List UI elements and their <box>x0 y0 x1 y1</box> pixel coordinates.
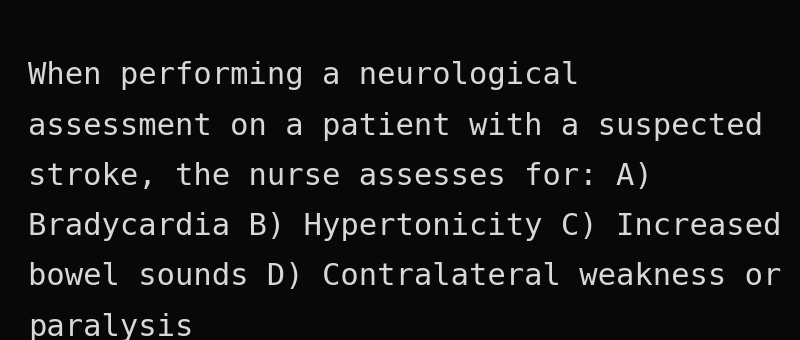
Text: assessment on a patient with a suspected: assessment on a patient with a suspected <box>28 112 763 140</box>
Text: stroke, the nurse assesses for: A): stroke, the nurse assesses for: A) <box>28 162 653 191</box>
Text: Bradycardia B) Hypertonicity C) Increased: Bradycardia B) Hypertonicity C) Increase… <box>28 212 782 241</box>
Text: When performing a neurological: When performing a neurological <box>28 61 579 90</box>
Text: bowel sounds D) Contralateral weakness or: bowel sounds D) Contralateral weakness o… <box>28 262 782 291</box>
Text: paralysis: paralysis <box>28 313 194 340</box>
